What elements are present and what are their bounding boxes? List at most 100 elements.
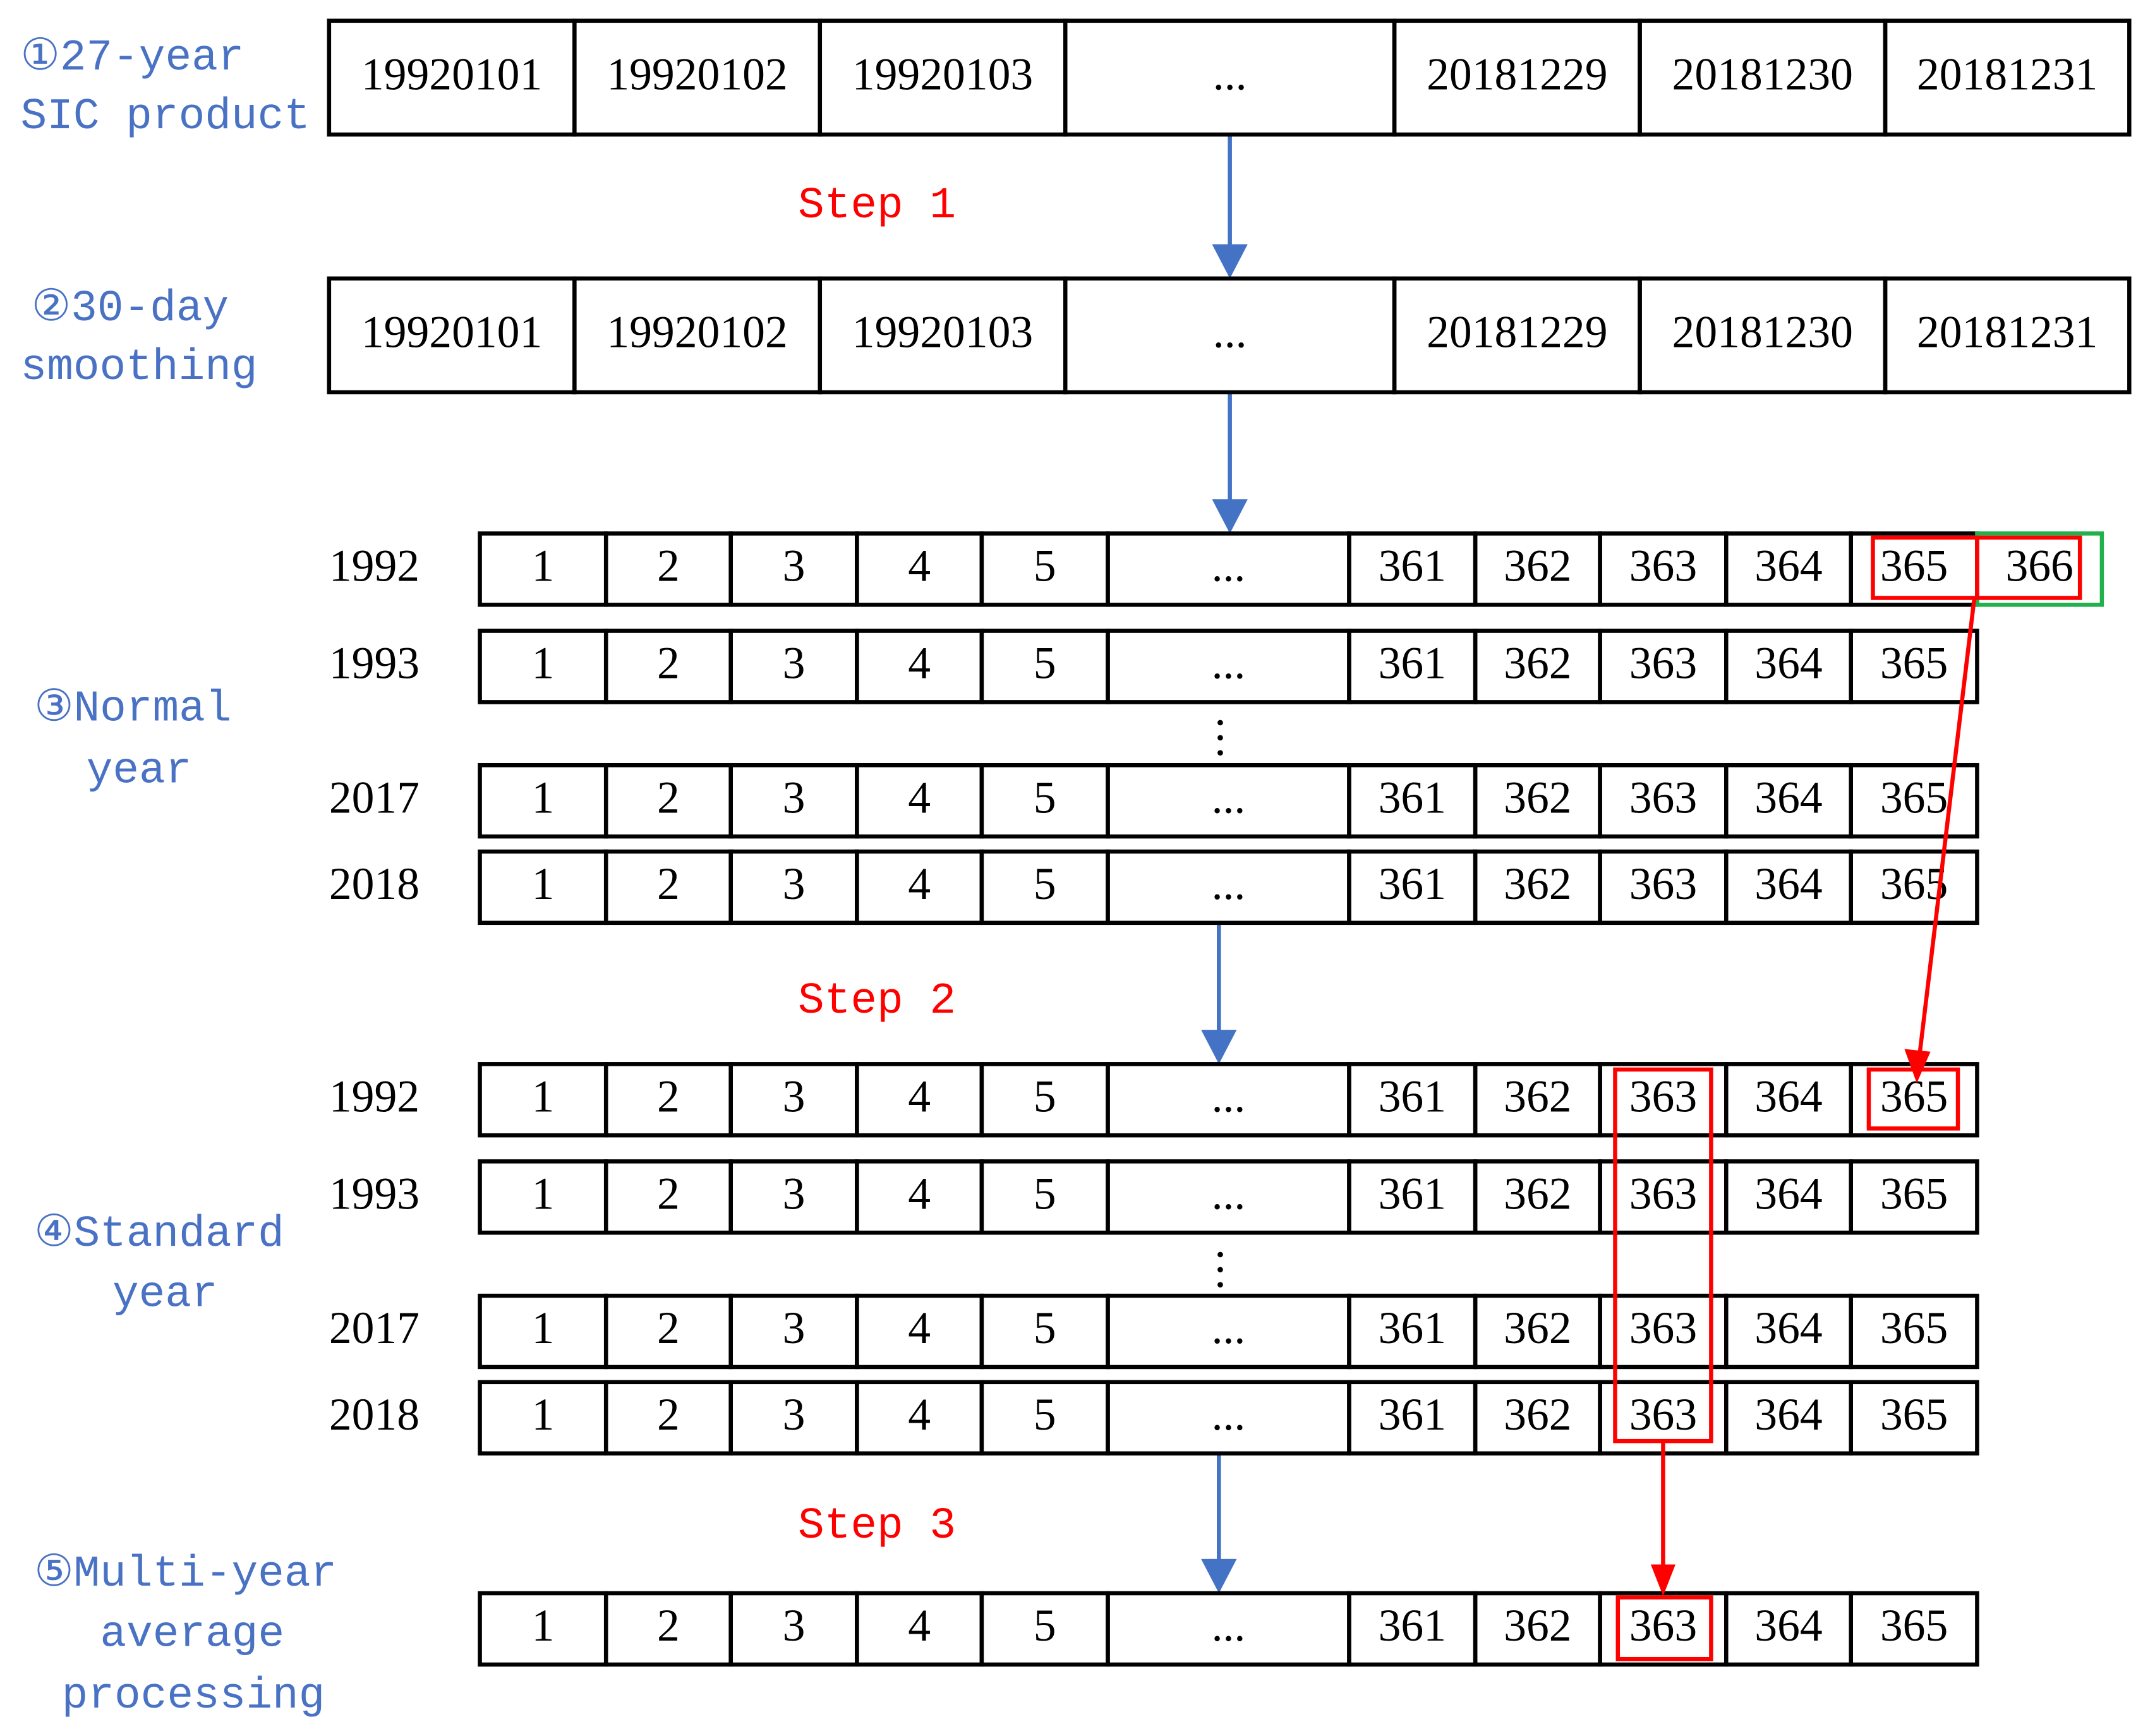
cell-text: ...: [1212, 859, 1246, 909]
cell-text: 19920102: [607, 307, 787, 357]
cell-text: 1: [531, 773, 554, 823]
cell-text: 19920101: [361, 307, 542, 357]
cell-text: 3: [783, 1071, 806, 1121]
cell-text: 364: [1754, 773, 1822, 823]
cell-text: ...: [1212, 1601, 1246, 1651]
cell-text: 3: [783, 1601, 806, 1651]
cell-text: 2: [657, 1303, 680, 1353]
cell-text: 364: [1754, 1169, 1822, 1219]
arrow-head: [1212, 244, 1248, 279]
cell-text: 1: [531, 1169, 554, 1219]
cell-text: 1: [531, 1601, 554, 1651]
cell-text: 5: [1034, 1071, 1056, 1121]
cell-text: 362: [1504, 1303, 1571, 1353]
cell-text: 361: [1379, 639, 1446, 689]
cell-text: ...: [1212, 1303, 1246, 1353]
year-label: 1992: [329, 1071, 420, 1121]
cell-text: 361: [1379, 1303, 1446, 1353]
cell-text: 1: [531, 859, 554, 909]
content: Step 1 Step 2 Step 3 ①27-year SIC product 199…: [21, 18, 2132, 1721]
cell-text: ...: [1212, 639, 1246, 689]
cell-text: 1: [531, 1390, 554, 1440]
cell-text: 3: [783, 1303, 806, 1353]
cell-text: ...: [1212, 1390, 1246, 1440]
cell-text: ...: [1212, 541, 1246, 591]
cell-text: 2: [657, 541, 680, 591]
cell-text: 2: [657, 1390, 680, 1440]
cell-text: 5: [1034, 1601, 1056, 1651]
stage-label: ⑤Multi-year: [34, 1549, 337, 1599]
cell-text: 4: [908, 1390, 931, 1440]
cell-text: 361: [1379, 859, 1446, 909]
dot: [1217, 720, 1223, 726]
cell-text: 365: [1880, 773, 1948, 823]
cell-text: 362: [1504, 1071, 1571, 1121]
cell-text: 19920103: [852, 307, 1033, 357]
cell-text: 362: [1504, 1601, 1571, 1651]
cell-text: 363: [1629, 859, 1697, 909]
stage-label: ②30-day: [32, 284, 229, 334]
cell-text: 366: [2005, 541, 2073, 591]
cell-text: 362: [1504, 859, 1571, 909]
step-label: Step 1: [798, 181, 956, 231]
red-arrow: [1916, 598, 1977, 1068]
cell-text: 3: [783, 1169, 806, 1219]
cell: [1849, 1293, 1979, 1370]
cell-text: 363: [1629, 1169, 1697, 1219]
cell-text: 361: [1379, 541, 1446, 591]
dot: [1217, 750, 1223, 756]
step-label: Step 3: [798, 1501, 956, 1551]
cell-text: 20181231: [1917, 49, 2098, 99]
cell-text: 2: [657, 639, 680, 689]
cell-text: 2: [657, 1169, 680, 1219]
highlight-column: [1613, 1067, 1713, 1444]
cell-text: 2: [657, 859, 680, 909]
cell-text: 362: [1504, 1169, 1571, 1219]
dot: [1217, 1251, 1223, 1258]
arrow-head: [1904, 1049, 1931, 1083]
cell-text: 4: [908, 541, 931, 591]
stage-label: average: [100, 1609, 284, 1659]
cell-text: 4: [908, 639, 931, 689]
cell-text: 5: [1034, 1169, 1056, 1219]
cell-text: 363: [1629, 1071, 1697, 1121]
cell-text: 4: [908, 773, 931, 823]
cell-text: 361: [1379, 1071, 1446, 1121]
cell-text: 5: [1034, 859, 1056, 909]
highlights: [1613, 535, 2082, 1661]
cell: [1883, 276, 2132, 395]
cell-text: ...: [1212, 1169, 1246, 1219]
cell-text: 20181229: [1427, 307, 1607, 357]
cell-text: 4: [908, 1071, 931, 1121]
year-label: 2017: [329, 773, 420, 823]
cell-text: 364: [1754, 1071, 1822, 1121]
cell-text: 5: [1034, 639, 1056, 689]
cell-text: 362: [1504, 639, 1571, 689]
cell-text: 365: [1880, 1303, 1948, 1353]
cell-text: 3: [783, 639, 806, 689]
cell-text: 20181230: [1672, 49, 1853, 99]
cell-text: 365: [1880, 1071, 1948, 1121]
cell: [1849, 849, 1979, 925]
year-label: 1993: [329, 639, 420, 689]
cell-text: ...: [1213, 49, 1247, 99]
cell-text: 20181229: [1427, 49, 1607, 99]
cell-text: 361: [1379, 1390, 1446, 1440]
cell-text: 361: [1379, 773, 1446, 823]
cell-text: 1: [531, 639, 554, 689]
cell: [1849, 1159, 1979, 1235]
stage-label: ④Standard: [34, 1209, 284, 1259]
cell-text: 364: [1754, 1303, 1822, 1353]
cell-text: 365: [1880, 639, 1948, 689]
cell: [1883, 18, 2132, 137]
cell-text: 363: [1629, 1303, 1697, 1353]
cell-text: 5: [1034, 1303, 1056, 1353]
cell-text: 363: [1629, 639, 1697, 689]
dot: [1217, 1267, 1223, 1273]
cell-text: 364: [1754, 859, 1822, 909]
cell-text: 364: [1754, 639, 1822, 689]
cell-text: 3: [783, 541, 806, 591]
cell-text: 364: [1754, 1601, 1822, 1651]
stage-label: processing: [62, 1671, 325, 1721]
